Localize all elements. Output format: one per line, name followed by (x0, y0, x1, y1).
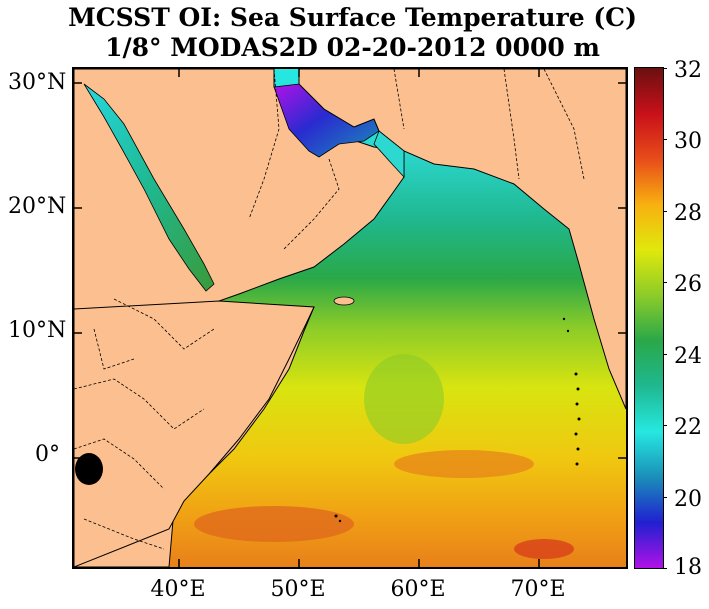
colorbar-tick (663, 139, 667, 141)
colorbar-tick (663, 353, 667, 355)
colorbar-tick (663, 496, 667, 498)
lat-ticks (74, 82, 626, 459)
colorbar-label-28: 28 (674, 201, 702, 226)
lon-label-70e: 70°E (510, 577, 566, 602)
colorbar-label-32: 32 (674, 58, 702, 83)
warm-patch (394, 450, 534, 478)
colorbar-label-22: 22 (674, 415, 702, 440)
sea-surface-temperature-map (72, 67, 628, 569)
lon-label-50e: 50°E (270, 577, 326, 602)
land-asia-india (298, 69, 626, 410)
colorbar-label-24: 24 (674, 344, 702, 369)
colorbar-tick (663, 425, 667, 427)
lon-ticks (178, 69, 540, 567)
lat-label-0: 0° (35, 442, 60, 467)
seychelles-islands (334, 514, 342, 523)
colorbar-tick (663, 210, 667, 212)
lat-label-20n: 20°N (8, 194, 67, 219)
gulf-of-oman (373, 130, 405, 179)
colorbar-tick (663, 568, 667, 569)
warm-patch (514, 539, 574, 559)
lon-label-60e: 60°E (390, 577, 446, 602)
colorbar-label-26: 26 (674, 272, 702, 297)
socotra-island (333, 296, 355, 306)
cool-tongue (364, 354, 444, 444)
colorbar-tick (663, 68, 667, 69)
country-borders (74, 69, 585, 550)
warm-patch (194, 506, 354, 542)
land-horn-of-africa (74, 300, 315, 567)
colorbar-label-18: 18 (674, 555, 702, 580)
lat-label-30n: 30°N (8, 70, 67, 95)
map-title-line1: MCSST OI: Sea Surface Temperature (C) (68, 3, 637, 32)
maldives-islands (562, 317, 581, 466)
lat-label-10n: 10°N (8, 318, 67, 343)
temperature-colorbar (634, 67, 667, 569)
red-sea (83, 83, 215, 292)
colorbar-label-30: 30 (674, 129, 702, 154)
map-title-line2: 1/8° MODAS2D 02-20-2012 0000 m (105, 33, 600, 62)
colorbar-label-20: 20 (674, 487, 702, 512)
lon-label-40e: 40°E (150, 577, 206, 602)
colorbar-tick (663, 282, 667, 284)
lake-victoria (75, 453, 103, 485)
